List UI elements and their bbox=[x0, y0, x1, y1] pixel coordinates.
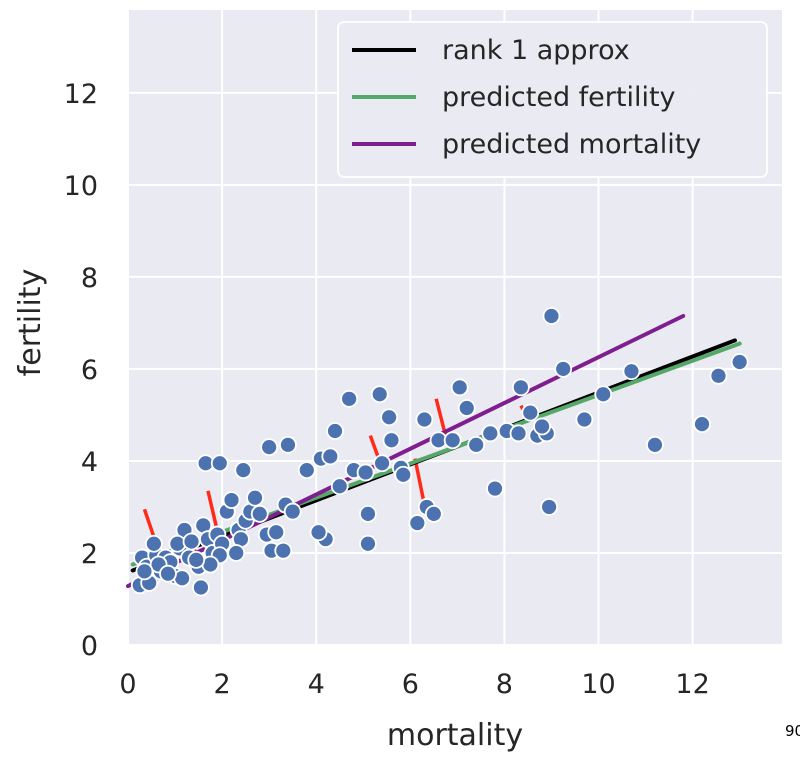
page-number-text: 90 bbox=[785, 722, 800, 740]
data-point bbox=[309, 523, 328, 542]
data-point bbox=[542, 307, 561, 325]
data-point bbox=[575, 410, 594, 429]
data-points bbox=[130, 307, 749, 597]
x-tick-label: 4 bbox=[308, 669, 325, 700]
data-point bbox=[486, 479, 504, 498]
data-point bbox=[540, 498, 559, 516]
y-tick-label: 8 bbox=[81, 263, 98, 294]
data-point bbox=[340, 389, 359, 408]
data-point bbox=[457, 399, 476, 417]
data-point bbox=[380, 408, 399, 427]
data-point bbox=[394, 465, 413, 484]
data-point bbox=[533, 417, 551, 436]
data-point bbox=[234, 461, 253, 480]
data-point bbox=[144, 534, 163, 553]
data-point bbox=[693, 415, 711, 434]
data-point bbox=[135, 562, 154, 581]
data-point bbox=[359, 504, 377, 523]
data-point bbox=[260, 438, 279, 457]
data-point bbox=[274, 541, 293, 560]
residual-segment bbox=[413, 458, 427, 506]
data-point bbox=[246, 488, 264, 507]
data-point bbox=[408, 514, 427, 532]
data-point bbox=[267, 523, 286, 542]
data-point bbox=[554, 360, 573, 378]
y-tick-label: 6 bbox=[81, 355, 98, 386]
data-point bbox=[182, 532, 201, 551]
x-tick-labels: 0 2 4 6 8 10 12 bbox=[119, 669, 709, 700]
data-point bbox=[159, 564, 177, 583]
data-point bbox=[467, 435, 486, 454]
data-point bbox=[382, 431, 401, 450]
data-point bbox=[210, 454, 229, 473]
data-point bbox=[509, 424, 528, 443]
data-point bbox=[326, 422, 344, 440]
x-tick-label: 12 bbox=[675, 669, 709, 700]
legend-box bbox=[337, 21, 768, 178]
x-tick-label: 0 bbox=[119, 669, 136, 700]
y-tick-label: 12 bbox=[64, 79, 98, 110]
data-point bbox=[646, 435, 664, 454]
data-point bbox=[192, 578, 210, 597]
data-point bbox=[443, 431, 462, 450]
data-point bbox=[279, 435, 297, 454]
legend-label: predicted mortality bbox=[442, 129, 701, 160]
data-point bbox=[709, 366, 728, 385]
legend: rank 1 approx predicted fertility predicte… bbox=[337, 21, 768, 178]
y-tick-label: 4 bbox=[81, 447, 98, 478]
data-point bbox=[330, 477, 349, 496]
data-point bbox=[511, 378, 530, 397]
y-tick-label: 2 bbox=[81, 539, 98, 570]
data-point bbox=[356, 463, 375, 482]
legend-label: predicted fertility bbox=[442, 82, 676, 113]
data-point bbox=[283, 502, 302, 521]
y-tick-label: 0 bbox=[81, 631, 98, 662]
data-point bbox=[373, 454, 391, 473]
data-point bbox=[594, 385, 613, 404]
data-point bbox=[250, 504, 269, 523]
residual-segment bbox=[434, 398, 448, 437]
data-point bbox=[481, 424, 500, 443]
y-tick-labels: 0 2 4 6 8 10 12 bbox=[64, 79, 98, 662]
data-point bbox=[359, 534, 377, 553]
x-tick-label: 2 bbox=[214, 669, 231, 700]
x-tick-label: 8 bbox=[496, 669, 513, 700]
data-point bbox=[415, 410, 434, 429]
data-point bbox=[424, 504, 443, 523]
data-point bbox=[622, 362, 641, 381]
legend-label: rank 1 approx bbox=[442, 35, 630, 66]
data-point bbox=[222, 491, 241, 509]
x-tick-label: 10 bbox=[581, 669, 615, 700]
x-axis-label: mortality bbox=[387, 718, 523, 753]
data-point bbox=[730, 353, 749, 371]
y-tick-label: 10 bbox=[64, 171, 98, 202]
data-point bbox=[521, 403, 540, 422]
data-point bbox=[321, 447, 340, 466]
data-point bbox=[187, 550, 206, 569]
data-point bbox=[450, 378, 469, 397]
x-tick-label: 6 bbox=[402, 669, 419, 700]
data-point bbox=[227, 544, 246, 562]
data-point bbox=[370, 385, 389, 404]
data-point bbox=[297, 461, 316, 480]
y-axis-label: fertility bbox=[13, 269, 48, 377]
